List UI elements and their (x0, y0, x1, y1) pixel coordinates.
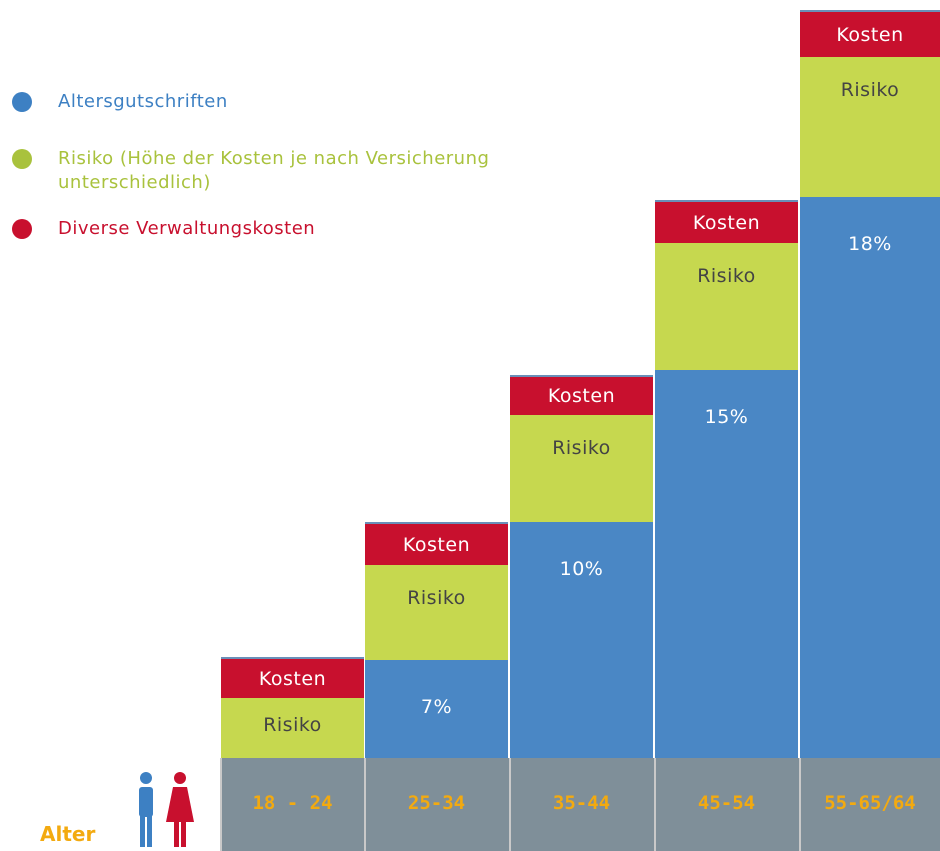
legend-dot (12, 219, 32, 239)
costs-segment: Kosten (655, 200, 798, 243)
credit-segment: 10% (510, 522, 653, 758)
age-label: 35-44 (552, 792, 611, 814)
age-cell (220, 758, 365, 851)
legend-dot (12, 149, 32, 169)
costs-segment: Kosten (221, 657, 364, 698)
costs-segment: Kosten (365, 522, 508, 565)
age-label: 18 - 24 (252, 792, 333, 814)
risk-segment: Risiko (510, 415, 653, 522)
risk-segment: Risiko (800, 57, 940, 197)
legend-label: Risiko (Höhe der Kosten je nach Versiche… (58, 148, 490, 169)
risk-segment: Risiko (221, 698, 364, 758)
age-label: 45-54 (697, 792, 756, 814)
legend-label: Altersgutschriften (58, 91, 228, 112)
credit-segment: 18% (800, 197, 940, 758)
legend-label: unterschiedlich) (58, 172, 211, 193)
people-icon (139, 772, 194, 847)
costs-segment: Kosten (510, 375, 653, 415)
axis-label: Alter (40, 822, 96, 846)
legend-dot (12, 92, 32, 112)
credit-segment: 15% (655, 370, 798, 758)
age-cell (509, 758, 654, 851)
age-cell (364, 758, 509, 851)
risk-segment: Risiko (655, 243, 798, 370)
age-cell (799, 758, 940, 851)
age-cell (654, 758, 799, 851)
credit-segment: 7% (365, 660, 508, 758)
age-label: 25-34 (407, 792, 466, 814)
costs-segment: Kosten (800, 10, 940, 57)
risk-segment: Risiko (365, 565, 508, 660)
age-label: 55-65/64 (824, 792, 916, 814)
legend-label: Diverse Verwaltungskosten (58, 218, 316, 239)
